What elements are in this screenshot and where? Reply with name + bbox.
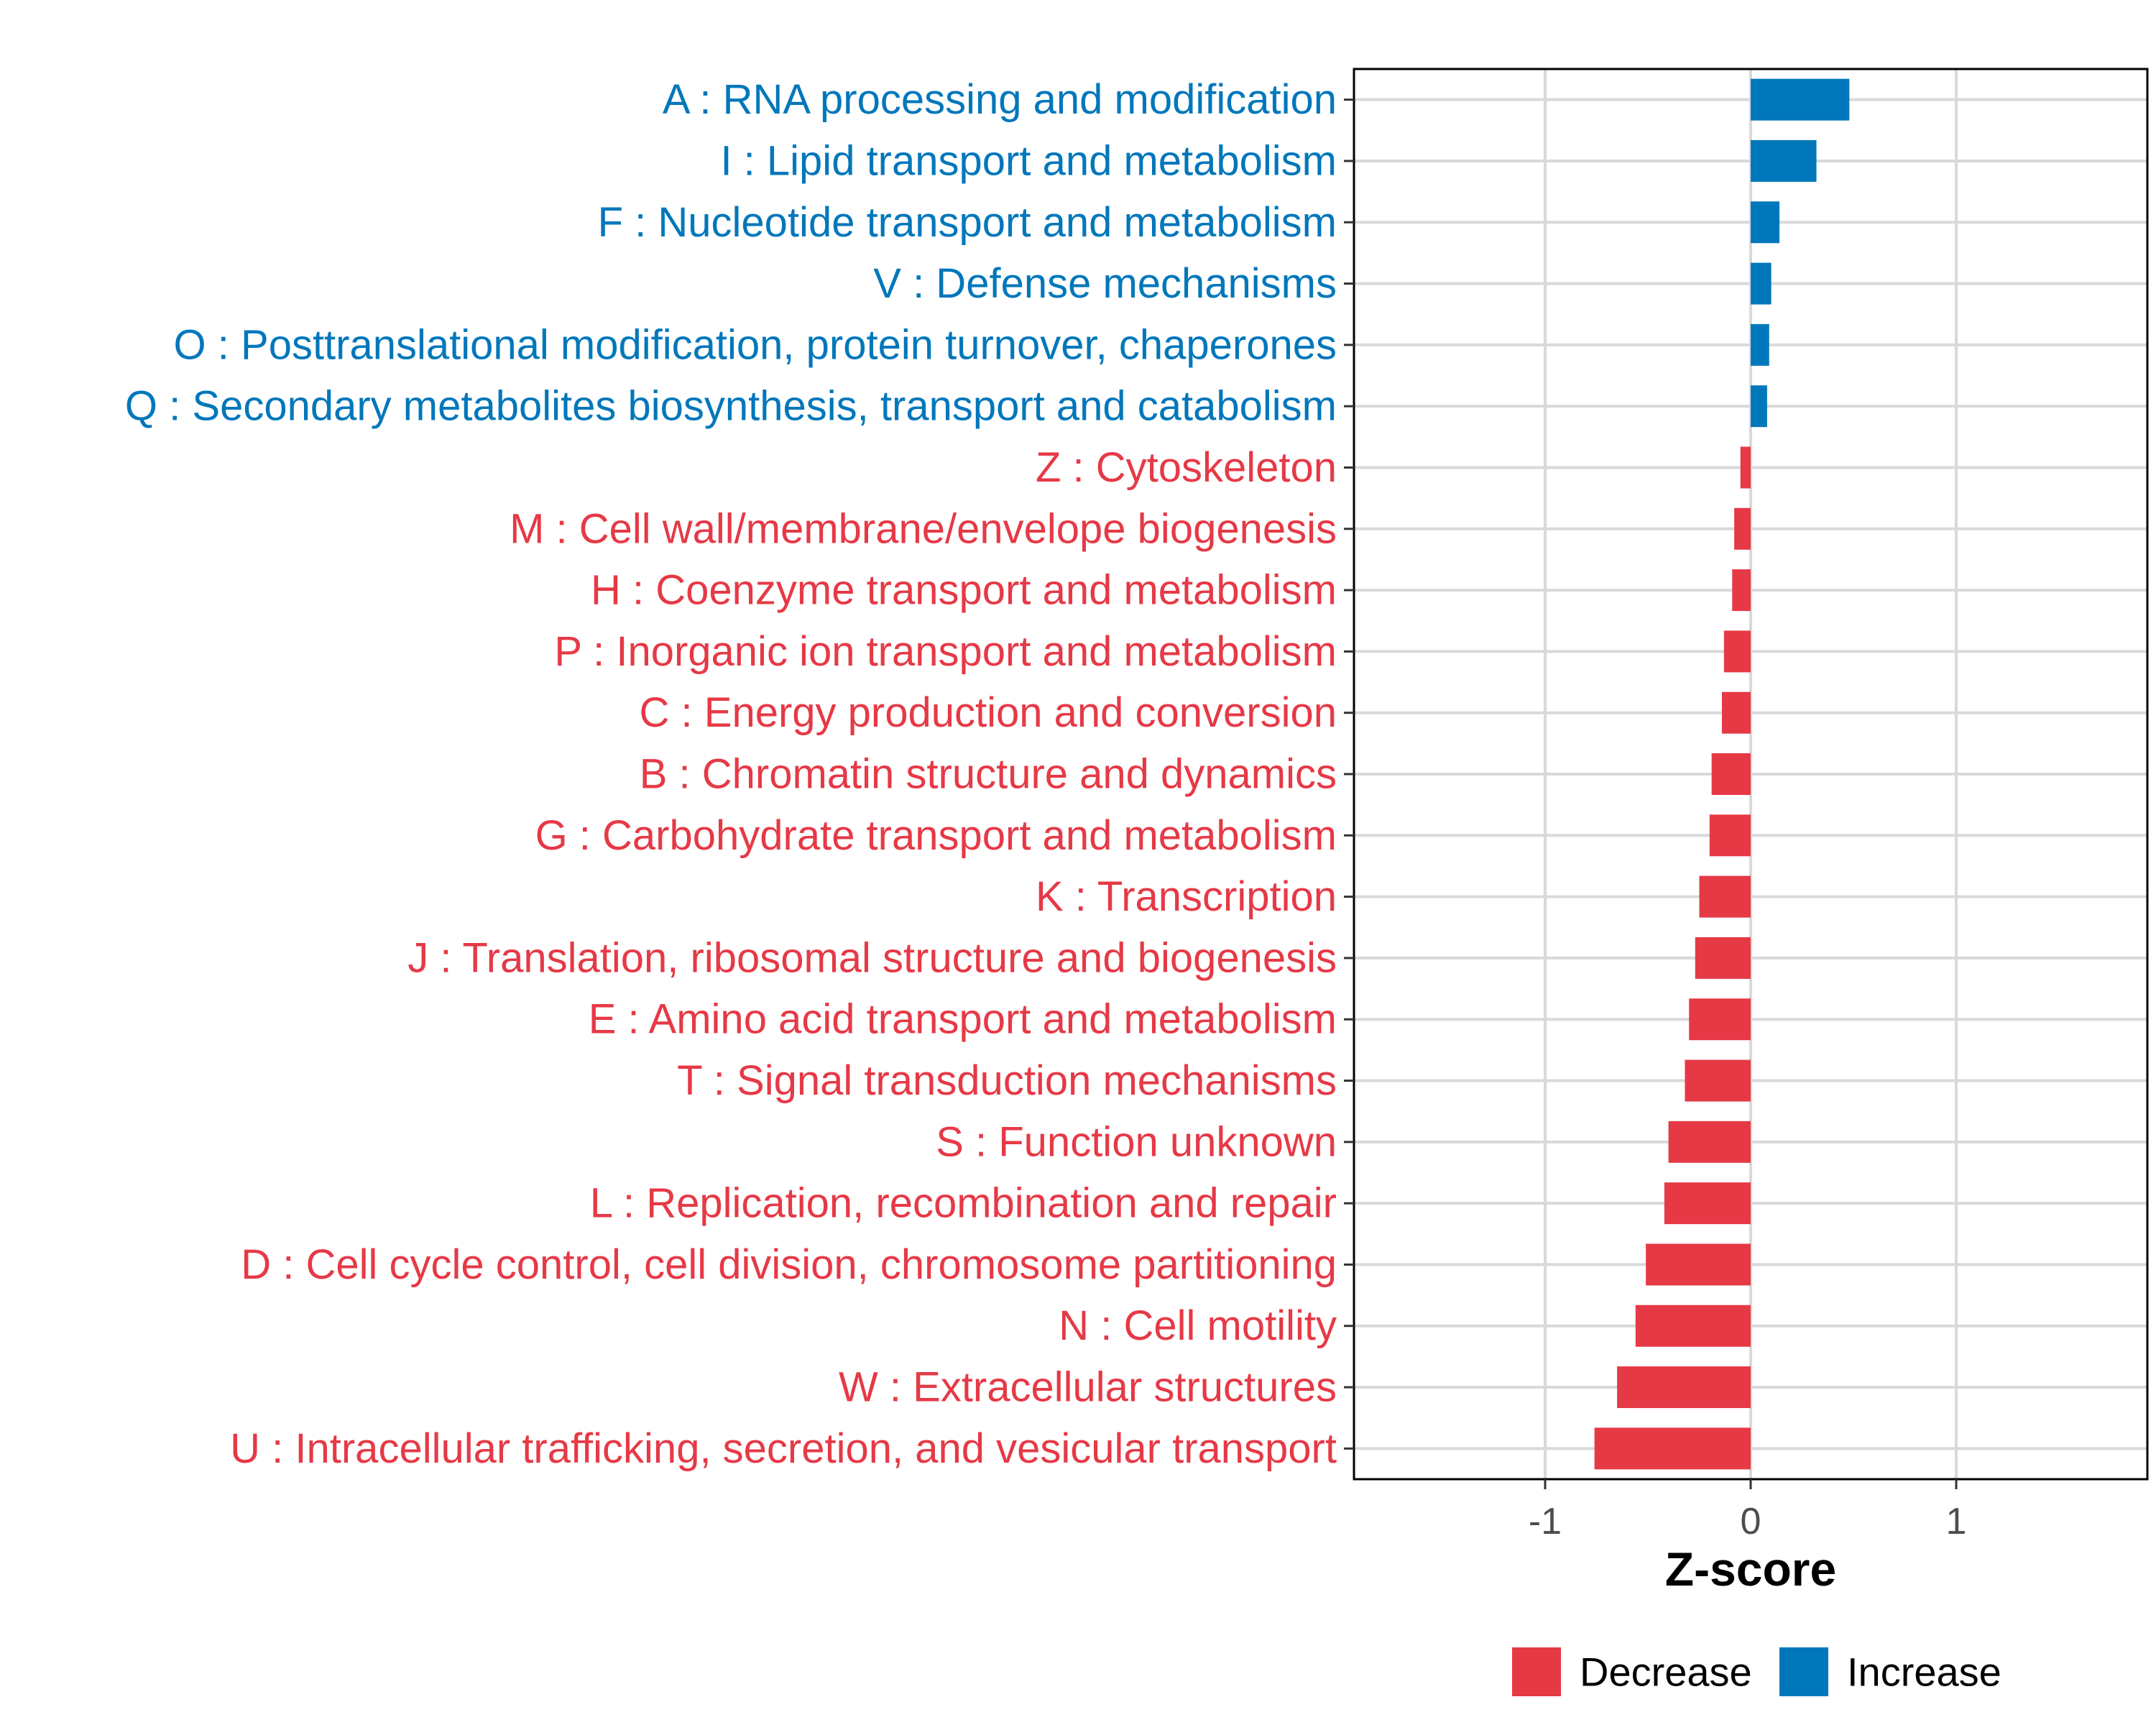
bar <box>1723 630 1751 673</box>
bar <box>1709 814 1751 857</box>
legend-swatch-decrease <box>1512 1647 1561 1696</box>
y-tick-label: M : Cell wall/membrane/envelope biogenes… <box>510 505 1337 552</box>
bar <box>1689 998 1751 1041</box>
y-tick-label: F : Nucleotide transport and metabolism <box>598 199 1337 246</box>
bar <box>1751 262 1772 305</box>
bar <box>1751 201 1780 244</box>
x-axis-ticks: -1 0 1 <box>1529 1479 1967 1542</box>
bar <box>1751 385 1767 428</box>
legend-swatch-increase <box>1779 1647 1828 1696</box>
bar <box>1668 1121 1751 1163</box>
bar <box>1695 937 1751 979</box>
bar <box>1732 569 1751 612</box>
bar <box>1617 1366 1751 1409</box>
bars <box>1594 78 1850 1470</box>
bar <box>1751 323 1769 366</box>
y-tick-label: Z : Cytoskeleton <box>1036 444 1337 491</box>
bar <box>1646 1243 1751 1286</box>
bar <box>1594 1427 1751 1470</box>
y-tick-label: C : Energy production and conversion <box>640 689 1337 736</box>
y-tick-label: W : Extracellular structures <box>839 1364 1337 1411</box>
bar <box>1685 1059 1751 1102</box>
y-tick-label: N : Cell motility <box>1059 1302 1337 1349</box>
y-axis-labels: A : RNA processing and modification I : L… <box>125 76 1337 1472</box>
y-tick-label: A : RNA processing and modification <box>663 76 1337 123</box>
bar <box>1635 1305 1751 1347</box>
y-tick-label: P : Inorganic ion transport and metaboli… <box>554 628 1337 675</box>
y-tick-label: U : Intracellular trafficking, secretion… <box>230 1425 1337 1472</box>
y-tick-label: O : Posttranslational modification, prot… <box>174 321 1337 368</box>
y-tick-label: H : Coenzyme transport and metabolism <box>591 567 1337 614</box>
legend-label-decrease: Decrease <box>1580 1650 1752 1695</box>
bar <box>1664 1182 1751 1225</box>
y-tick-label: S : Function unknown <box>936 1118 1337 1165</box>
y-tick-label: Q : Secondary metabolites biosynthesis, … <box>125 383 1337 430</box>
bar <box>1751 78 1850 121</box>
x-tick-label: 1 <box>1946 1501 1967 1542</box>
y-tick-label: I : Lipid transport and metabolism <box>720 137 1337 184</box>
x-tick-label: 0 <box>1741 1501 1761 1542</box>
y-tick-label: G : Carbohydrate transport and metabolis… <box>535 812 1337 859</box>
bar <box>1721 691 1751 734</box>
y-tick-label: V : Defense mechanisms <box>873 260 1337 307</box>
bar <box>1734 507 1751 550</box>
y-tick-label: E : Amino acid transport and metabolism <box>589 996 1337 1043</box>
x-axis-title: Z-score <box>1665 1542 1836 1596</box>
legend-label-increase: Increase <box>1847 1650 2001 1695</box>
bar <box>1699 875 1751 918</box>
legend: Decrease Increase <box>1512 1647 2001 1696</box>
y-tick-label: T : Signal transduction mechanisms <box>677 1057 1337 1104</box>
y-tick-label: B : Chromatin structure and dynamics <box>640 751 1337 798</box>
y-tick-label: D : Cell cycle control, cell division, c… <box>241 1241 1337 1288</box>
x-tick-label: -1 <box>1529 1501 1562 1542</box>
y-tick-label: K : Transcription <box>1036 873 1337 920</box>
bar <box>1751 139 1817 182</box>
y-axis-ticks <box>1344 98 1354 1450</box>
y-tick-label: J : Translation, ribosomal structure and… <box>407 934 1337 981</box>
y-tick-label: L : Replication, recombination and repai… <box>590 1180 1337 1227</box>
bar <box>1740 446 1751 489</box>
bar <box>1711 753 1751 796</box>
